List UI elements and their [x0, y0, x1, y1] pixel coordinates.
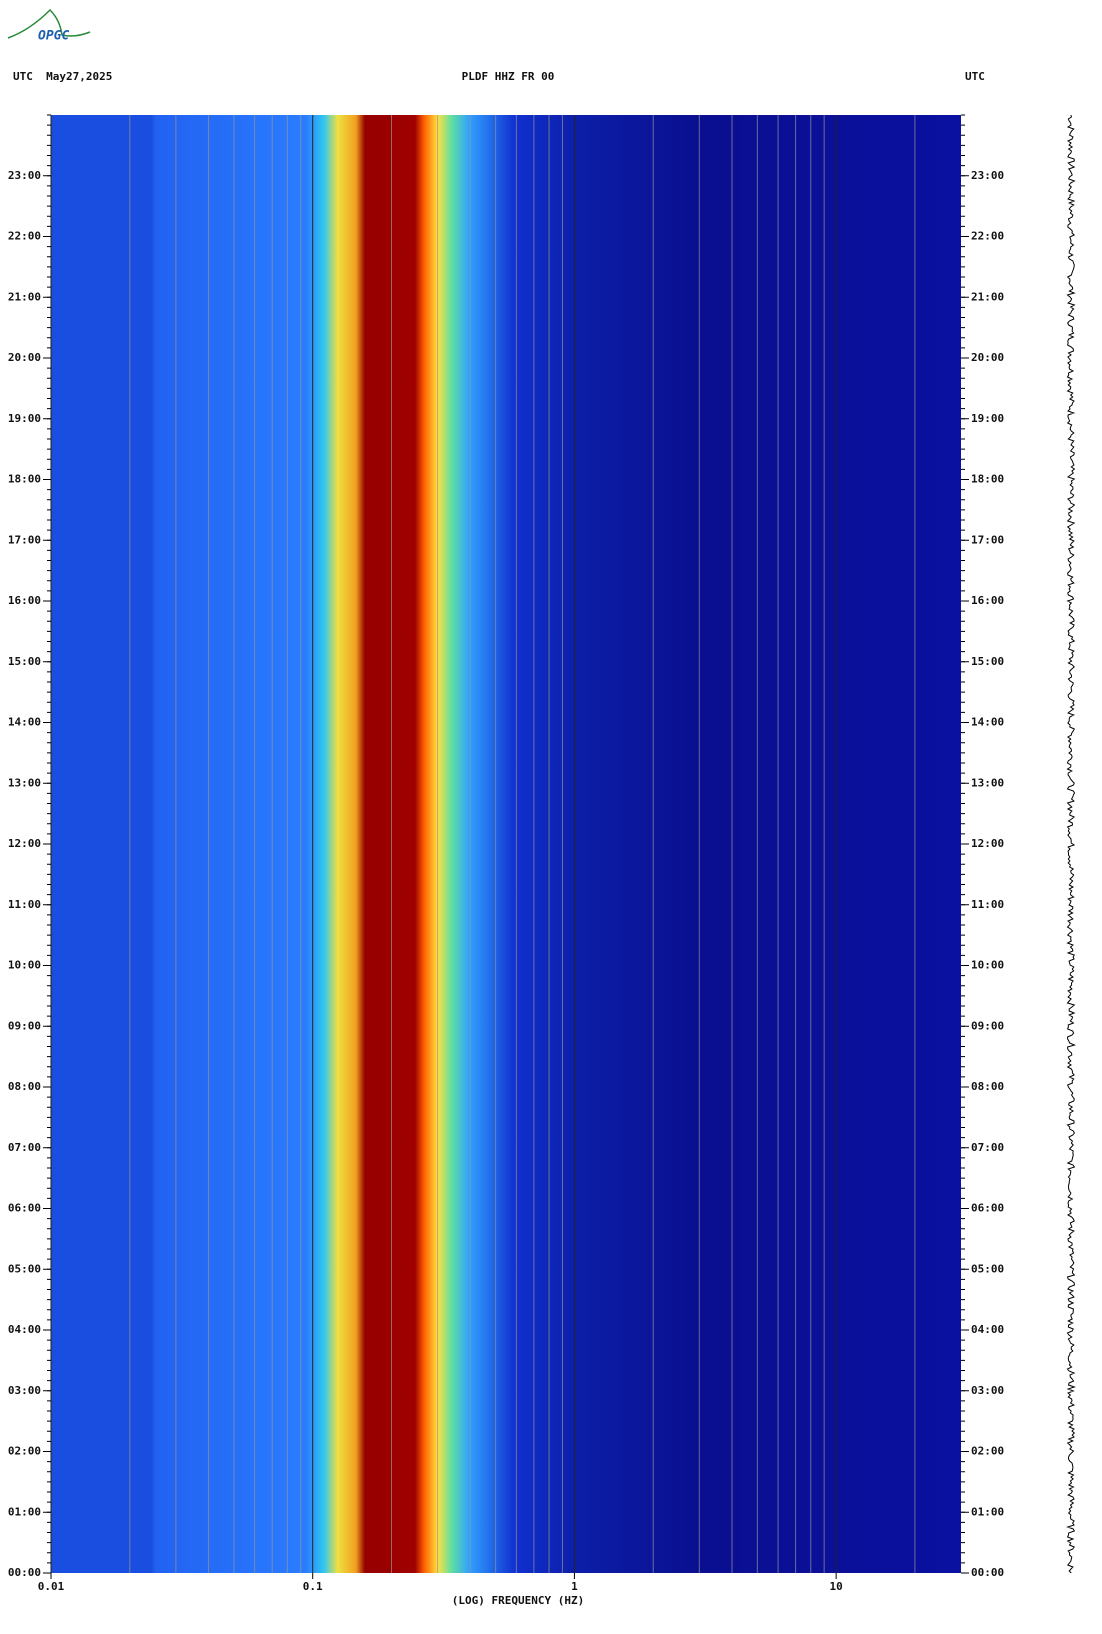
y-tick-label: 23:00 — [8, 169, 41, 182]
y-tick-label: 07:00 — [8, 1141, 41, 1154]
y-tick-label: 12:00 — [8, 837, 41, 850]
y-tick-label: 13:00 — [8, 776, 41, 789]
y-tick-label: 09:00 — [971, 1019, 1004, 1032]
y-tick-label: 18:00 — [971, 473, 1004, 486]
y-tick-label: 08:00 — [8, 1080, 41, 1093]
y-tick-label: 19:00 — [971, 412, 1004, 425]
y-tick-label: 14:00 — [971, 716, 1004, 729]
logo-swoosh — [7, 8, 91, 39]
chart-title: PLDF HHZ FR 00 — [462, 70, 555, 83]
title-left: UTC May27,2025 — [13, 70, 112, 83]
y-tick-label: 03:00 — [8, 1384, 41, 1397]
x-tick-label: 10 — [830, 1580, 843, 1593]
y-tick-label: 16:00 — [8, 594, 41, 607]
y-tick-label: 17:00 — [971, 533, 1004, 546]
y-tick-label: 04:00 — [971, 1323, 1004, 1336]
y-tick-label: 01:00 — [971, 1505, 1004, 1518]
y-tick-label: 12:00 — [971, 837, 1004, 850]
y-tick-label: 04:00 — [8, 1323, 41, 1336]
y-tick-label: 01:00 — [8, 1505, 41, 1518]
y-tick-label: 03:00 — [971, 1384, 1004, 1397]
y-tick-label: 02:00 — [8, 1445, 41, 1458]
x-tick-label: 0.01 — [38, 1580, 65, 1593]
y-tick-label: 21:00 — [8, 290, 41, 303]
y-tick-label: 00:00 — [8, 1566, 41, 1579]
spectrogram — [51, 115, 961, 1573]
y-tick-label: 16:00 — [971, 594, 1004, 607]
y-tick-label: 18:00 — [8, 473, 41, 486]
x-tick-label: 0.1 — [303, 1580, 323, 1593]
y-tick-label: 17:00 — [8, 533, 41, 546]
x-axis-label: (LOG) FREQUENCY (HZ) — [452, 1594, 584, 1607]
y-tick-label: 15:00 — [971, 655, 1004, 668]
y-tick-label: 10:00 — [971, 959, 1004, 972]
y-tick-label: 02:00 — [971, 1445, 1004, 1458]
y-tick-label: 15:00 — [8, 655, 41, 668]
y-tick-label: 20:00 — [971, 351, 1004, 364]
y-tick-label: 11:00 — [8, 898, 41, 911]
y-tick-label: 09:00 — [8, 1019, 41, 1032]
x-tick-label: 1 — [571, 1580, 578, 1593]
y-tick-label: 06:00 — [8, 1202, 41, 1215]
y-tick-label: 21:00 — [971, 290, 1004, 303]
seismogram-trace — [1066, 114, 1077, 1574]
y-tick-label: 22:00 — [8, 230, 41, 243]
y-tick-label: 06:00 — [971, 1202, 1004, 1215]
title-right: UTC — [965, 70, 985, 83]
y-tick-label: 20:00 — [8, 351, 41, 364]
y-tick-label: 19:00 — [8, 412, 41, 425]
logo: OPGC — [38, 29, 69, 44]
y-tick-label: 05:00 — [8, 1262, 41, 1275]
y-tick-label: 00:00 — [971, 1566, 1004, 1579]
y-tick-label: 23:00 — [971, 169, 1004, 182]
y-tick-label: 13:00 — [971, 776, 1004, 789]
y-tick-label: 07:00 — [971, 1141, 1004, 1154]
y-tick-label: 10:00 — [8, 959, 41, 972]
y-tick-label: 11:00 — [971, 898, 1004, 911]
y-tick-label: 14:00 — [8, 716, 41, 729]
y-tick-label: 08:00 — [971, 1080, 1004, 1093]
y-tick-label: 22:00 — [971, 230, 1004, 243]
y-tick-label: 05:00 — [971, 1262, 1004, 1275]
